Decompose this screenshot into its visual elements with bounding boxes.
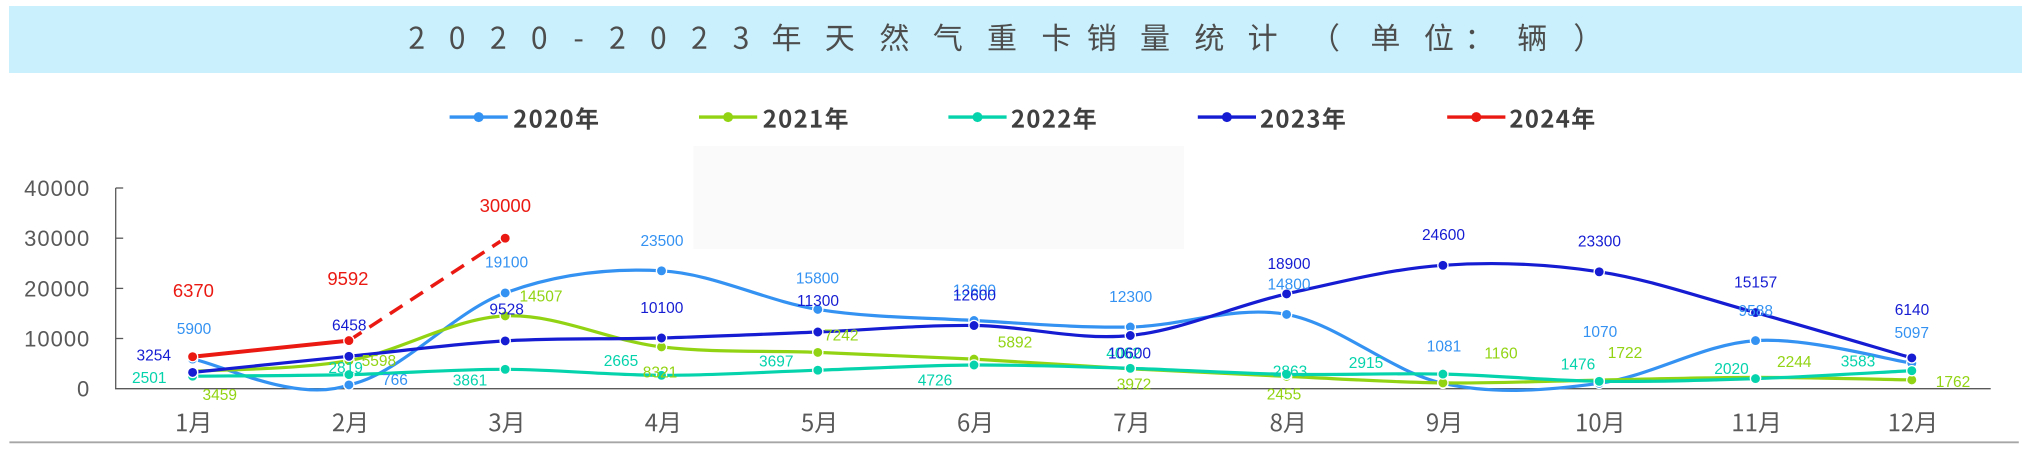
svg-text:1476: 1476 (1561, 357, 1595, 374)
svg-text:2819: 2819 (328, 360, 362, 377)
svg-text:1081: 1081 (1427, 339, 1461, 356)
svg-text:6370: 6370 (173, 280, 214, 301)
svg-text:18900: 18900 (1267, 256, 1310, 273)
svg-text:8321: 8321 (643, 365, 677, 382)
svg-text:19100: 19100 (485, 254, 528, 271)
svg-text:2501: 2501 (132, 370, 166, 387)
svg-text:2020: 2020 (1714, 361, 1749, 378)
svg-text:9592: 9592 (327, 268, 368, 289)
svg-text:2915: 2915 (1349, 355, 1383, 372)
svg-text:3697: 3697 (759, 354, 793, 371)
svg-text:3583: 3583 (1841, 354, 1875, 371)
svg-text:4062: 4062 (1106, 346, 1140, 363)
svg-text:5900: 5900 (177, 321, 212, 338)
svg-text:10100: 10100 (640, 300, 683, 317)
svg-text:3972: 3972 (1117, 377, 1151, 394)
svg-text:5598: 5598 (362, 353, 396, 370)
svg-text:4726: 4726 (918, 373, 952, 390)
svg-text:3254: 3254 (137, 348, 172, 365)
svg-text:5892: 5892 (998, 335, 1032, 352)
svg-text:6458: 6458 (332, 318, 366, 335)
svg-text:14507: 14507 (519, 289, 562, 306)
svg-text:3861: 3861 (453, 373, 487, 390)
svg-text:1762: 1762 (1936, 374, 1970, 391)
svg-text:1160: 1160 (1484, 346, 1518, 363)
svg-text:1722: 1722 (1608, 345, 1642, 362)
svg-text:0: 0 (77, 377, 90, 402)
svg-text:5097: 5097 (1895, 325, 1929, 342)
svg-text:3459: 3459 (202, 387, 236, 404)
svg-text:14800: 14800 (1267, 277, 1310, 294)
svg-text:2863: 2863 (1273, 364, 1307, 381)
svg-text:24600: 24600 (1422, 227, 1465, 244)
svg-text:12300: 12300 (1109, 289, 1152, 306)
svg-text:2665: 2665 (604, 353, 638, 370)
svg-text:11300: 11300 (797, 293, 839, 310)
svg-text:2244: 2244 (1777, 354, 1812, 371)
svg-text:7242: 7242 (824, 328, 858, 345)
svg-text:766: 766 (382, 372, 408, 389)
svg-text:6140: 6140 (1895, 302, 1930, 319)
svg-text:9588: 9588 (1738, 303, 1772, 320)
svg-text:12600: 12600 (953, 288, 996, 305)
svg-text:30000: 30000 (24, 226, 90, 251)
svg-text:13600: 13600 (953, 283, 996, 300)
svg-text:15157: 15157 (1734, 275, 1777, 292)
svg-text:23300: 23300 (1578, 234, 1621, 251)
svg-text:10000: 10000 (24, 327, 90, 352)
svg-text:2455: 2455 (1267, 387, 1301, 404)
svg-text:10600: 10600 (1108, 346, 1151, 363)
svg-text:1070: 1070 (1583, 324, 1618, 341)
svg-text:40000: 40000 (24, 176, 90, 201)
svg-text:15800: 15800 (796, 271, 839, 288)
svg-text:23500: 23500 (640, 233, 683, 250)
svg-text:30000: 30000 (480, 195, 531, 216)
svg-text:9528: 9528 (489, 302, 523, 319)
svg-text:20000: 20000 (24, 276, 90, 301)
